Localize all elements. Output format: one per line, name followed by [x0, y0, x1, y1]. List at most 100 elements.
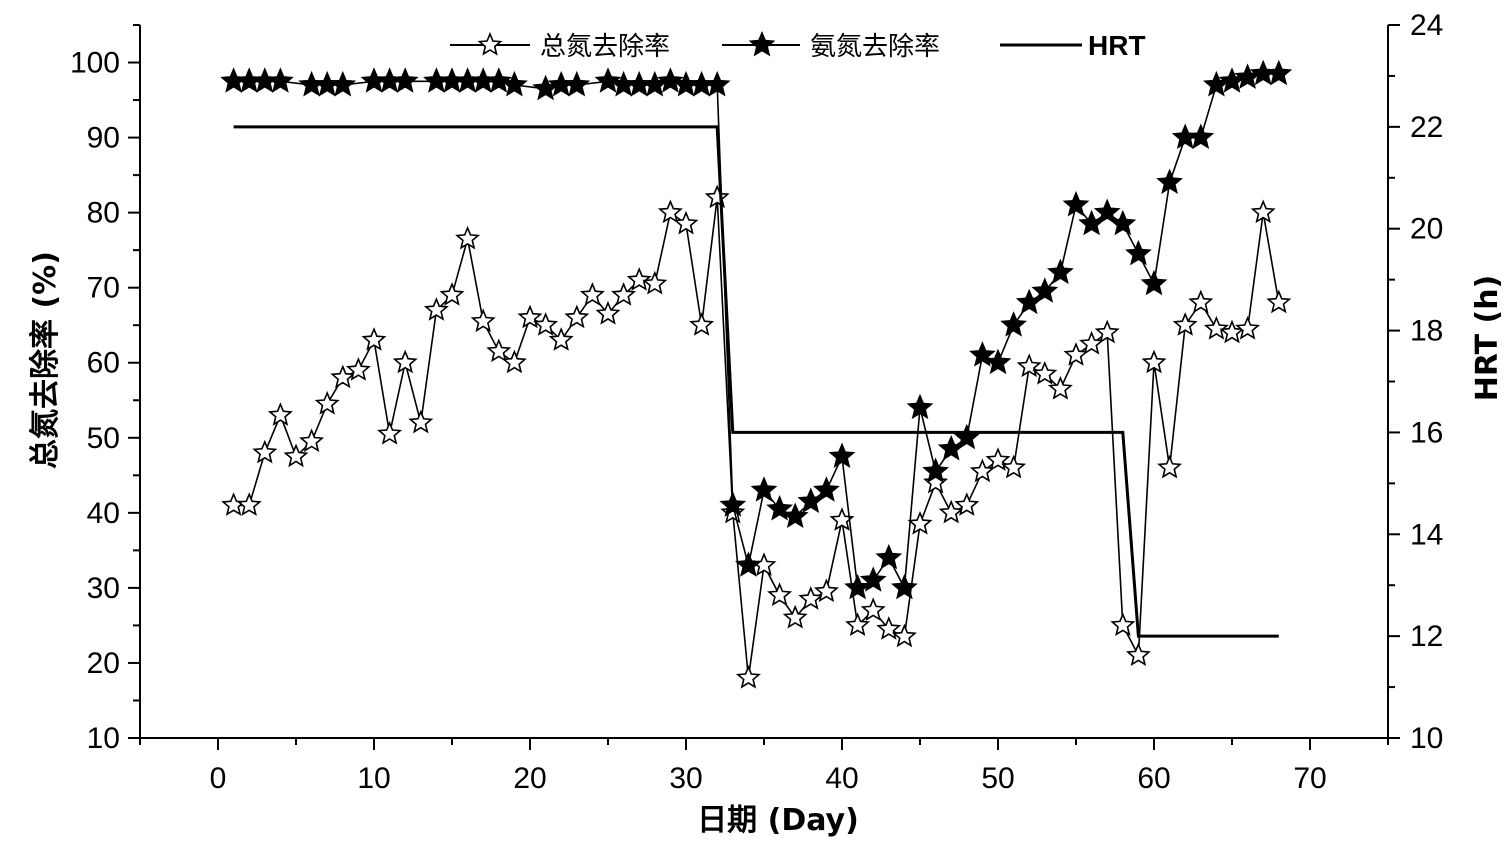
filled-star-point — [813, 476, 840, 502]
filled-star-point — [844, 573, 871, 600]
open-star-point — [845, 612, 871, 636]
y-axis-left-title: 总氮去除率 (%) — [28, 251, 63, 469]
open-star-point — [267, 402, 293, 426]
filled-star-point — [859, 566, 887, 592]
y-axis-right-title: HRT (h) — [1470, 275, 1505, 402]
open-star-point — [1141, 349, 1167, 374]
filled-star-point — [501, 70, 528, 97]
open-star-point — [236, 492, 262, 516]
open-star-point — [1266, 289, 1292, 314]
open-star-point — [423, 297, 449, 321]
open-star-point — [907, 511, 933, 535]
filled-star-point — [828, 442, 856, 468]
series-0 — [221, 184, 1292, 689]
filled-star-point — [781, 502, 809, 528]
open-star-point — [595, 300, 621, 325]
open-star-point — [969, 458, 995, 483]
y-left-tick-label: 50 — [87, 422, 120, 455]
open-star-point — [377, 420, 403, 445]
x-tick-label: 10 — [357, 762, 390, 795]
series-1 — [220, 59, 1293, 600]
open-star-point — [860, 597, 886, 621]
y-left-tick-label: 20 — [87, 647, 120, 680]
open-star-point — [361, 327, 387, 351]
y-left-tick-label: 30 — [87, 572, 120, 605]
filled-star-point — [922, 457, 949, 483]
open-star-point — [439, 282, 465, 306]
y-left-tick-label: 60 — [87, 347, 120, 380]
open-star-point — [252, 439, 278, 464]
filled-star-point — [267, 67, 294, 93]
filled-star-point — [703, 70, 731, 97]
open-star-point — [486, 338, 512, 363]
filled-star-point — [1093, 198, 1121, 224]
open-star-point — [673, 210, 699, 235]
legend-marker-ammonia-n — [748, 30, 776, 57]
x-tick-label: 50 — [981, 762, 1014, 795]
legend-marker-total-n — [477, 31, 503, 56]
y-left-tick-label: 70 — [87, 272, 120, 305]
legend-label-hrt: HRT — [1088, 30, 1146, 61]
open-star-point — [829, 507, 855, 531]
open-star-point — [1079, 330, 1105, 355]
filled-star-point — [1062, 191, 1090, 217]
filled-star-point — [1000, 311, 1027, 337]
open-star-point — [1219, 319, 1245, 344]
open-star-point — [1203, 315, 1229, 340]
open-star-point — [891, 623, 917, 648]
open-star-point — [611, 282, 637, 306]
open-star-point — [1188, 289, 1214, 314]
open-star-point — [1172, 312, 1198, 336]
y-right-tick-label: 20 — [1410, 213, 1443, 246]
open-star-point — [501, 349, 527, 374]
open-star-point — [579, 282, 605, 306]
filled-star-point — [563, 70, 591, 97]
x-tick-label: 70 — [1293, 762, 1326, 795]
series-2 — [233, 125, 1279, 638]
open-star-point — [782, 604, 808, 629]
filled-star-point — [1265, 59, 1293, 86]
filled-star-point — [1047, 258, 1074, 285]
legend-label-ammonia-n: 氨氮去除率 — [810, 32, 940, 62]
x-tick-label: 40 — [825, 762, 858, 795]
open-star-point — [923, 469, 949, 494]
filled-star-point — [984, 348, 1012, 375]
y-left-tick-label: 100 — [70, 47, 120, 80]
filled-star-point — [750, 476, 778, 502]
filled-star-point — [719, 491, 747, 517]
y-right-tick-label: 14 — [1410, 518, 1443, 551]
ticks: 0 10 20 30 40 50 60 70 10 20 30 40 50 60 70 80 90 100 10 12… — [70, 9, 1443, 795]
y-right-tick-label: 24 — [1410, 9, 1443, 42]
filled-star-point — [657, 67, 684, 93]
y-left-tick-label: 40 — [87, 497, 120, 530]
legend: 总氮去除率 氨氮去除率 HRT — [450, 30, 1146, 62]
open-star-point — [798, 586, 824, 610]
filled-star-point — [1156, 168, 1183, 194]
open-star-point — [299, 428, 325, 453]
open-star-point — [345, 357, 371, 381]
y-right-tick-label: 18 — [1410, 315, 1443, 348]
y-right-tick-label: 16 — [1410, 416, 1443, 449]
filled-star-point — [1187, 123, 1215, 149]
open-star-point — [1110, 612, 1136, 636]
open-star-point — [704, 184, 730, 209]
open-star-point — [657, 199, 683, 224]
open-star-point — [455, 225, 481, 250]
open-star-point — [938, 499, 964, 524]
open-star-point — [533, 312, 559, 336]
filled-star-point — [1109, 209, 1137, 236]
open-star-point — [548, 327, 574, 351]
open-star-point — [470, 308, 496, 333]
open-star-point — [1157, 454, 1183, 479]
open-star-point — [1063, 342, 1089, 366]
open-star-point — [392, 349, 418, 374]
filled-star-point — [906, 393, 934, 420]
y-right-tick-label: 12 — [1410, 620, 1443, 653]
open-star-point — [1235, 315, 1261, 340]
open-star-point — [564, 304, 590, 329]
open-star-point — [1047, 375, 1073, 400]
x-axis-title: 日期 (Day) — [697, 803, 859, 838]
y-right-tick-label: 10 — [1410, 722, 1443, 755]
x-tick-label: 20 — [513, 762, 546, 795]
series-line — [233, 125, 1279, 638]
